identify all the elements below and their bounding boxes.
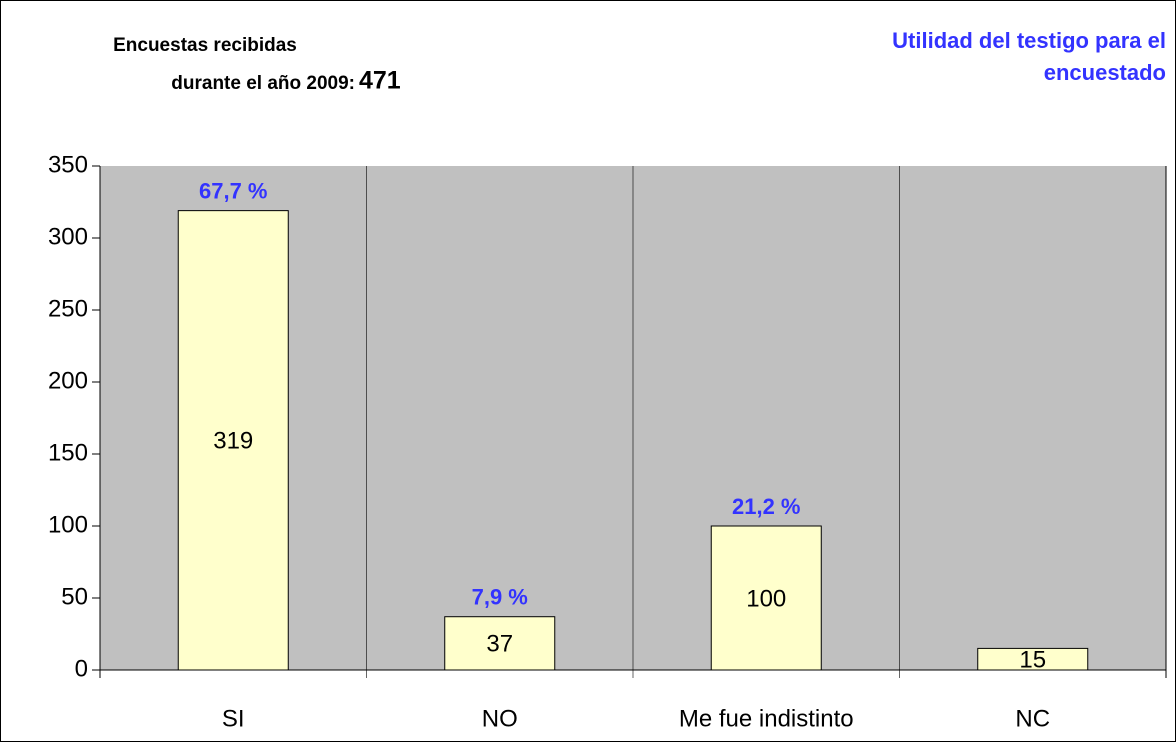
y-tick-label: 350 [48, 151, 88, 178]
x-tick-label: NO [482, 705, 518, 732]
chart-title: Utilidad del testigo para el [892, 28, 1166, 53]
y-tick-label: 50 [61, 583, 88, 610]
data-label: 100 [746, 585, 786, 612]
bar [177, 210, 289, 671]
y-tick-label: 0 [75, 655, 88, 682]
chart-title: encuestado [1044, 60, 1166, 85]
data-label: 319 [213, 428, 253, 455]
note-total: 471 [359, 67, 401, 95]
y-tick-label: 250 [48, 295, 88, 322]
percent-label: 67,7 % [199, 178, 268, 203]
x-tick-label: SI [222, 705, 245, 732]
percent-label: 21,2 % [732, 494, 801, 519]
y-tick-label: 100 [48, 511, 88, 538]
bar [710, 525, 822, 671]
data-label: 15 [1019, 647, 1046, 674]
x-tick-label: Me fue indistinto [679, 705, 854, 732]
bar [977, 647, 1089, 671]
data-label: 37 [486, 631, 513, 658]
y-tick-label: 300 [48, 223, 88, 250]
y-tick-label: 200 [48, 367, 88, 394]
note-line: Encuestas recibidas [113, 35, 297, 56]
note-line: durante el año 2009: [171, 73, 355, 94]
percent-label: 7,9 % [472, 585, 528, 610]
y-tick-label: 150 [48, 439, 88, 466]
x-tick-label: NC [1015, 705, 1050, 732]
bar [444, 616, 556, 671]
